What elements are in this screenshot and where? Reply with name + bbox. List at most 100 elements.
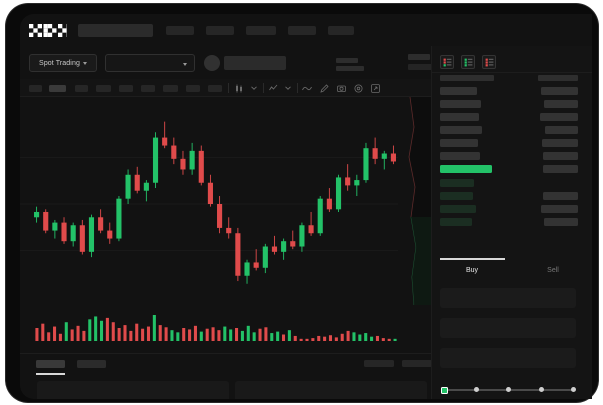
timeframe-button-9[interactable] bbox=[208, 85, 222, 92]
mini-ticker-1 bbox=[336, 58, 358, 63]
mini-ticker-2 bbox=[336, 66, 364, 71]
timeframe-button-2[interactable] bbox=[49, 85, 66, 92]
orderbook-price bbox=[440, 179, 474, 187]
orderbook-amount bbox=[542, 139, 578, 147]
indicators-icon[interactable] bbox=[268, 83, 278, 93]
bottom-card-2[interactable] bbox=[235, 381, 427, 399]
timeframe-button-3[interactable] bbox=[75, 85, 88, 92]
amount-percent-slider[interactable] bbox=[441, 386, 576, 394]
timeframe-button-5[interactable] bbox=[119, 85, 133, 92]
tab-order-history[interactable] bbox=[77, 360, 106, 368]
slider-step-50[interactable] bbox=[506, 387, 511, 393]
orderbook-price bbox=[440, 126, 482, 134]
orderbook-price bbox=[440, 205, 476, 213]
orderbook-ask-row[interactable] bbox=[432, 150, 592, 162]
toolbar-divider bbox=[228, 83, 229, 93]
orderbook-amount bbox=[544, 100, 578, 108]
orderbook-price bbox=[440, 100, 481, 108]
orderbook-price bbox=[440, 113, 479, 121]
bottom-action-2[interactable] bbox=[402, 360, 432, 367]
nav-item-4[interactable] bbox=[288, 26, 316, 35]
order-total-field[interactable] bbox=[440, 348, 576, 368]
bottom-card-1[interactable] bbox=[37, 381, 229, 399]
market-type-label: Spot Trading bbox=[39, 59, 80, 67]
timeframe-button-4[interactable] bbox=[96, 85, 111, 92]
orderbook-bid-row[interactable] bbox=[432, 203, 592, 215]
timeframe-button-1[interactable] bbox=[29, 85, 42, 92]
orderbook-view-toggles bbox=[440, 55, 496, 69]
nav-item-2[interactable] bbox=[206, 26, 234, 35]
orderbook-amount bbox=[541, 87, 578, 95]
chevron-down-icon bbox=[183, 63, 187, 66]
orderbook-ask-row[interactable] bbox=[432, 137, 592, 149]
orderbook-price-header bbox=[440, 75, 494, 81]
order-book[interactable] bbox=[432, 75, 592, 255]
trade-side-tabs: Buy Sell bbox=[432, 258, 592, 282]
orderbook-price bbox=[440, 152, 480, 160]
search-input[interactable] bbox=[78, 24, 153, 37]
slider-step-25[interactable] bbox=[474, 387, 479, 393]
orderbook-amount bbox=[543, 152, 578, 160]
orderbook-amount-header bbox=[538, 75, 578, 81]
tab-sell[interactable]: Sell bbox=[547, 266, 559, 274]
tab-buy[interactable]: Buy bbox=[465, 266, 479, 274]
nav-item-3[interactable] bbox=[246, 26, 276, 35]
pair-coin-avatar bbox=[204, 55, 220, 71]
order-amount-field[interactable] bbox=[440, 318, 576, 338]
okx-logo[interactable] bbox=[29, 24, 67, 37]
orderbook-amount bbox=[540, 113, 578, 121]
market-type-dropdown[interactable]: Spot Trading bbox=[29, 54, 97, 72]
slider-handle[interactable] bbox=[441, 386, 448, 394]
nav-item-1[interactable] bbox=[166, 26, 194, 35]
orderbook-ask-row[interactable] bbox=[432, 85, 592, 97]
orderbook-ask-row[interactable] bbox=[432, 124, 592, 136]
device-frame: Spot Trading bbox=[6, 4, 598, 402]
orderbook-bid-row[interactable] bbox=[432, 177, 592, 189]
toolbar-divider bbox=[297, 83, 298, 93]
timeframe-button-7[interactable] bbox=[163, 85, 178, 92]
orderbook-bid-row[interactable] bbox=[432, 216, 592, 228]
line-tool-icon[interactable] bbox=[302, 83, 312, 93]
orders-panel bbox=[20, 353, 432, 399]
orderbook-last-price-row[interactable] bbox=[432, 163, 592, 175]
trading-pair-dropdown[interactable] bbox=[105, 54, 195, 72]
order-price-field[interactable] bbox=[440, 288, 576, 308]
slider-step-75[interactable] bbox=[539, 387, 544, 393]
stat-value bbox=[408, 64, 446, 70]
orderbook-amount bbox=[541, 205, 578, 213]
chevron-down-icon[interactable] bbox=[284, 83, 292, 93]
orderbook-ask-row[interactable] bbox=[432, 98, 592, 110]
app-screen: Spot Trading bbox=[20, 14, 592, 399]
volume-bar-series bbox=[35, 315, 397, 341]
orderbook-amount bbox=[543, 192, 578, 200]
orderbook-view-bids-icon[interactable] bbox=[461, 55, 475, 69]
volume-canvas bbox=[35, 315, 397, 341]
tab-open-orders[interactable] bbox=[36, 360, 65, 368]
slider-step-100[interactable] bbox=[571, 387, 576, 393]
orderbook-amount bbox=[544, 218, 578, 226]
orderbook-ask-row[interactable] bbox=[432, 111, 592, 123]
settings-icon[interactable] bbox=[353, 83, 363, 93]
stat-label bbox=[408, 54, 430, 60]
orderbook-view-asks-icon[interactable] bbox=[482, 55, 496, 69]
orderbook-view-both-icon[interactable] bbox=[440, 55, 454, 69]
orderbook-bid-row[interactable] bbox=[432, 190, 592, 202]
fullscreen-icon[interactable] bbox=[370, 83, 380, 93]
orderbook-amount bbox=[545, 126, 578, 134]
bottom-action-1[interactable] bbox=[364, 360, 394, 367]
chevron-down-icon[interactable] bbox=[250, 83, 258, 93]
top-header bbox=[20, 14, 592, 46]
pencil-icon[interactable] bbox=[319, 83, 329, 93]
timeframe-button-6[interactable] bbox=[141, 85, 155, 92]
candlestick-chart[interactable] bbox=[20, 97, 431, 305]
order-entry-panel: Buy Sell bbox=[431, 46, 592, 399]
orderbook-amount bbox=[543, 165, 578, 173]
nav-item-5[interactable] bbox=[328, 26, 354, 35]
timeframe-button-8[interactable] bbox=[186, 85, 200, 92]
camera-icon[interactable] bbox=[336, 83, 346, 93]
volume-chart bbox=[20, 305, 431, 353]
orderbook-last-price bbox=[440, 165, 492, 173]
candlestick-icon[interactable] bbox=[234, 83, 244, 93]
chevron-down-icon bbox=[82, 61, 87, 65]
toolbar-divider bbox=[263, 83, 264, 93]
